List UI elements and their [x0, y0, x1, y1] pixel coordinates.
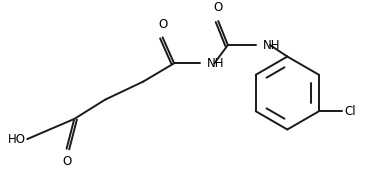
Text: HO: HO [8, 133, 26, 146]
Text: O: O [213, 1, 223, 14]
Text: O: O [158, 18, 167, 31]
Text: Cl: Cl [344, 105, 355, 118]
Text: O: O [62, 155, 71, 168]
Text: NH: NH [207, 57, 224, 70]
Text: NH: NH [262, 39, 280, 52]
